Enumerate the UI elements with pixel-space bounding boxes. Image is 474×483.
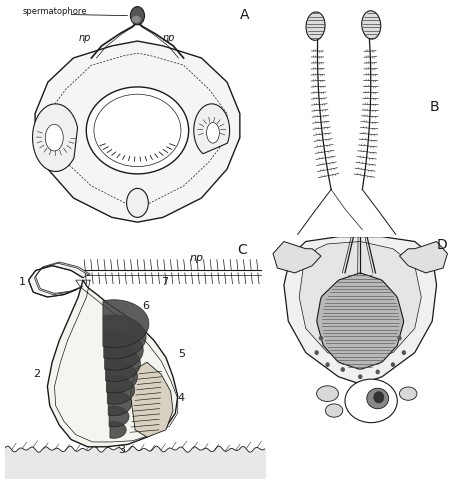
Text: np: np bbox=[163, 33, 175, 43]
Polygon shape bbox=[33, 104, 78, 171]
Polygon shape bbox=[47, 280, 178, 447]
Circle shape bbox=[401, 350, 406, 355]
Circle shape bbox=[314, 350, 319, 355]
Circle shape bbox=[358, 374, 363, 379]
Text: 6: 6 bbox=[142, 301, 149, 311]
Circle shape bbox=[391, 362, 395, 367]
Ellipse shape bbox=[94, 94, 181, 167]
Polygon shape bbox=[103, 300, 149, 347]
Polygon shape bbox=[29, 262, 90, 297]
Polygon shape bbox=[273, 242, 321, 273]
Ellipse shape bbox=[207, 123, 219, 143]
Ellipse shape bbox=[325, 404, 343, 417]
Text: 7: 7 bbox=[161, 277, 168, 287]
Polygon shape bbox=[108, 391, 132, 415]
Ellipse shape bbox=[362, 11, 381, 39]
Ellipse shape bbox=[367, 388, 389, 409]
Text: 5: 5 bbox=[178, 349, 185, 359]
Polygon shape bbox=[299, 242, 421, 362]
Polygon shape bbox=[194, 104, 229, 154]
Circle shape bbox=[397, 336, 401, 341]
Ellipse shape bbox=[400, 387, 417, 400]
Polygon shape bbox=[400, 242, 447, 273]
Ellipse shape bbox=[345, 379, 397, 423]
Ellipse shape bbox=[86, 87, 189, 174]
Text: np: np bbox=[79, 33, 91, 43]
Circle shape bbox=[319, 336, 323, 341]
Circle shape bbox=[375, 369, 380, 374]
Text: D: D bbox=[437, 238, 447, 252]
Ellipse shape bbox=[306, 12, 325, 40]
Text: 3: 3 bbox=[118, 445, 126, 455]
Text: np: np bbox=[190, 253, 204, 263]
Ellipse shape bbox=[132, 15, 141, 23]
Circle shape bbox=[374, 391, 384, 403]
Polygon shape bbox=[35, 41, 240, 222]
Ellipse shape bbox=[46, 124, 63, 151]
Circle shape bbox=[325, 362, 330, 367]
Polygon shape bbox=[107, 376, 135, 404]
Polygon shape bbox=[317, 273, 404, 369]
Polygon shape bbox=[130, 362, 173, 437]
Text: C: C bbox=[237, 242, 247, 256]
Polygon shape bbox=[104, 315, 146, 359]
Ellipse shape bbox=[317, 386, 338, 401]
Polygon shape bbox=[106, 361, 137, 393]
Text: A: A bbox=[240, 8, 249, 22]
Polygon shape bbox=[284, 237, 437, 384]
Ellipse shape bbox=[127, 188, 148, 217]
Polygon shape bbox=[105, 330, 143, 370]
Polygon shape bbox=[106, 345, 140, 382]
Text: 2: 2 bbox=[33, 369, 40, 379]
Text: B: B bbox=[429, 100, 439, 114]
Text: 1: 1 bbox=[19, 277, 26, 287]
Text: spermatophore: spermatophore bbox=[22, 8, 87, 16]
Polygon shape bbox=[110, 422, 126, 438]
Ellipse shape bbox=[130, 7, 145, 25]
Circle shape bbox=[341, 367, 345, 372]
Polygon shape bbox=[109, 406, 129, 427]
Text: 4: 4 bbox=[178, 393, 185, 403]
